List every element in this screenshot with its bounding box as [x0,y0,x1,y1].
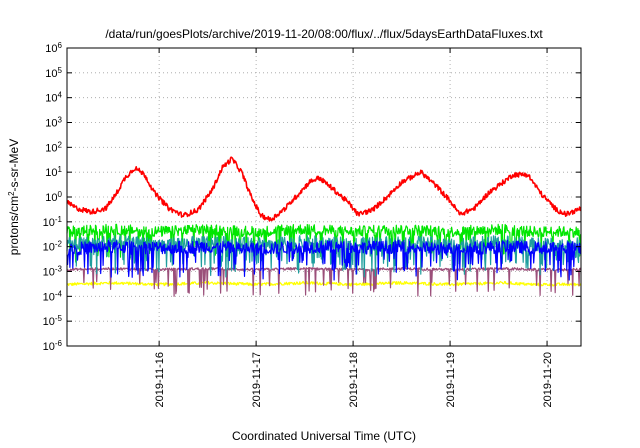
y-tick-label: 10-3 [43,264,63,279]
series-line [66,156,582,222]
grid-lines [67,48,581,346]
y-tick-label: 10-1 [43,214,63,229]
series-line [66,223,582,263]
x-axis-ticks: 2019-11-16 2019-11-17 2019-11-18 2019-11-19… [154,48,554,407]
y-tick-label: 104 [45,90,62,105]
y-tick-label: 101 [45,165,62,180]
y-axis-label: protons/cm2-s-sr-MeV [7,139,22,255]
x-tick-label: 2019-11-20 [542,352,554,407]
y-axis-ticks: 10-6 10-5 10-4 10-3 10-2 10-1 100 101 102 103 104 1… [43,41,581,354]
y-tick-label: 102 [45,140,62,155]
x-tick-label: 2019-11-18 [348,352,360,407]
y-tick-label: 10-2 [43,239,63,254]
y-tick-label: 10-5 [43,314,63,329]
y-tick-label: 106 [45,41,62,56]
y-tick-label: 10-6 [43,339,63,354]
chart-title: /data/run/goesPlots/archive/2019-11-20/0… [105,27,543,41]
y-tick-label: 10-4 [43,289,63,304]
y-tick-label: 100 [45,190,62,205]
data-series [66,156,582,297]
y-tick-label: 103 [45,115,62,130]
x-tick-label: 2019-11-16 [154,352,166,407]
y-tick-label: 105 [45,65,62,80]
x-tick-label: 2019-11-19 [445,352,457,407]
series-line [66,239,582,281]
x-tick-label: 2019-11-17 [251,352,263,407]
x-axis-label: Coordinated Universal Time (UTC) [232,429,416,443]
